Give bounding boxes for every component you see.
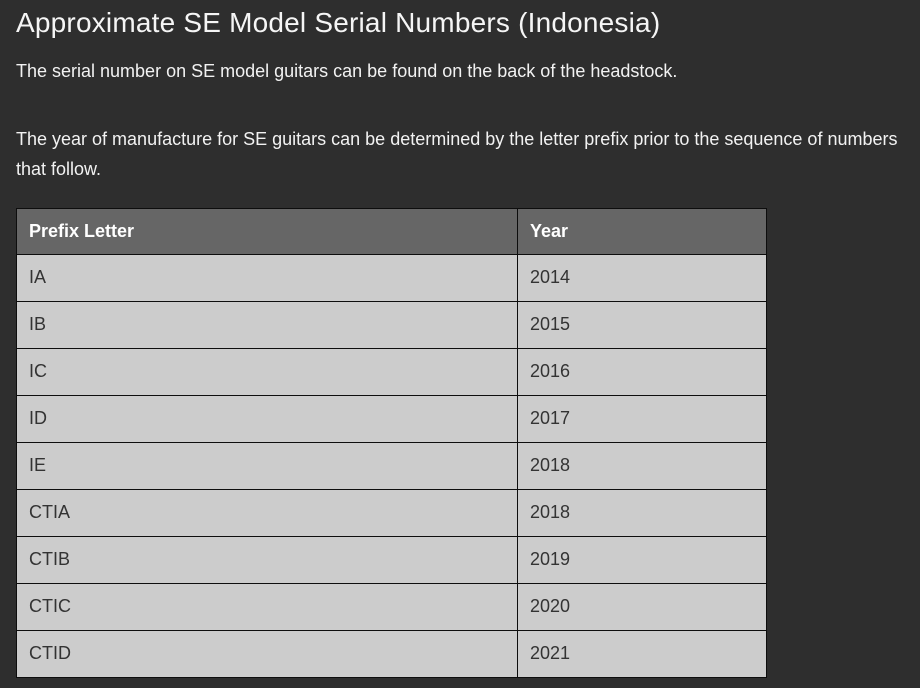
table-row: ID 2017 — [16, 394, 767, 443]
prefix-letter-cell: IA — [16, 253, 518, 302]
year-cell: 2015 — [517, 300, 767, 349]
table-row: CTIC 2020 — [16, 582, 767, 631]
prefix-letter-cell: CTIC — [16, 582, 518, 631]
prefix-letter-cell: CTIB — [16, 535, 518, 584]
page-title: Approximate SE Model Serial Numbers (Ind… — [16, 7, 661, 38]
table-row: CTIB 2019 — [16, 535, 767, 584]
year-cell: 2020 — [517, 582, 767, 631]
intro-paragraph: The serial number on SE model guitars ca… — [16, 60, 678, 81]
prefix-letter-cell: CTIA — [16, 488, 518, 537]
prefix-letter-cell: CTID — [16, 629, 518, 678]
serial-number-table: Prefix Letter Year IA 2014 IB 2015 IC 2016 ID 2… — [16, 207, 767, 678]
year-cell: 2017 — [517, 394, 767, 443]
table-header-row: Prefix Letter Year — [16, 207, 767, 255]
column-header-year: Year — [517, 207, 767, 255]
table-row: CTID 2021 — [16, 629, 767, 678]
year-cell: 2014 — [517, 253, 767, 302]
table-body: IA 2014 IB 2015 IC 2016 ID 2017 IE 2018 CTIA 2018 CT… — [16, 253, 767, 678]
table-row: CTIA 2018 — [16, 488, 767, 537]
year-cell: 2016 — [517, 347, 767, 396]
prefix-letter-cell: IE — [16, 441, 518, 490]
explanation-paragraph: The year of manufacture for SE guitars c… — [16, 128, 898, 179]
table-row: IC 2016 — [16, 347, 767, 396]
year-cell: 2018 — [517, 441, 767, 490]
prefix-letter-cell: ID — [16, 394, 518, 443]
year-cell: 2019 — [517, 535, 767, 584]
table-row: IB 2015 — [16, 300, 767, 349]
year-cell: 2018 — [517, 488, 767, 537]
prefix-letter-cell: IB — [16, 300, 518, 349]
table-row: IA 2014 — [16, 253, 767, 302]
table-row: IE 2018 — [16, 441, 767, 490]
column-header-prefix-letter: Prefix Letter — [16, 207, 518, 255]
prefix-letter-cell: IC — [16, 347, 518, 396]
year-cell: 2021 — [517, 629, 767, 678]
